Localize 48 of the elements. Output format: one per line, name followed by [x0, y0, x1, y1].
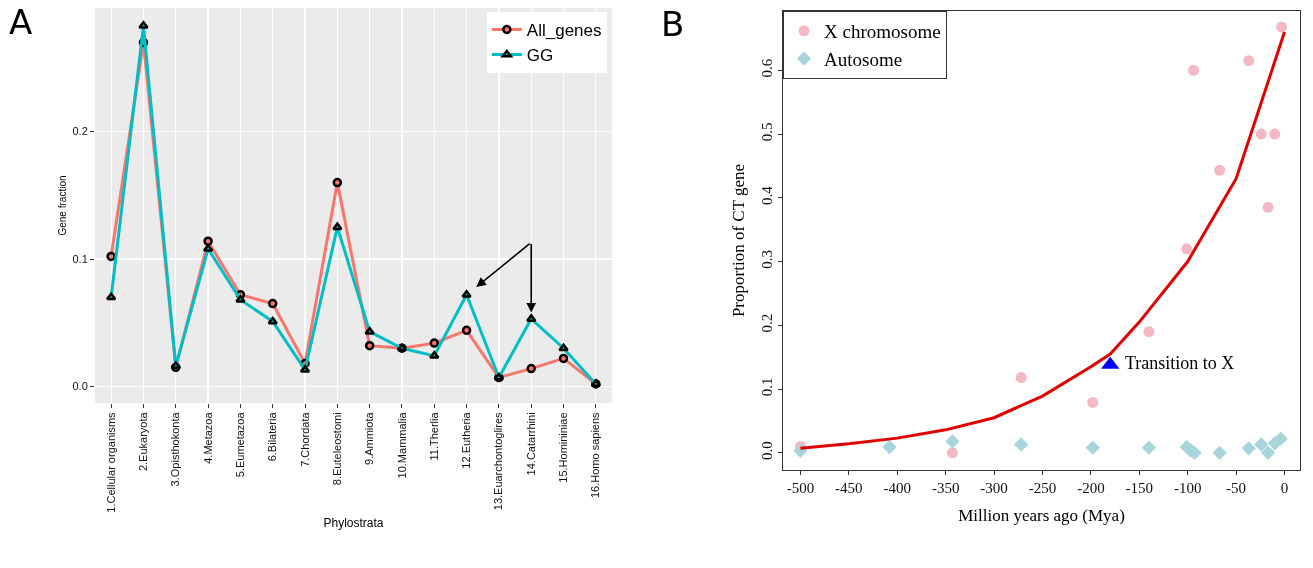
x-tick-label: 10.Mammalia [395, 411, 408, 479]
x-tick-label: 1.Cellular organisms [104, 411, 117, 513]
x-tick-label: 9.Ammiota [363, 411, 376, 465]
x-tick-label: -50 [1226, 480, 1247, 496]
y-tick-label: 0.3 [759, 249, 775, 269]
x-tick-label: 8.Euteleostomi [330, 412, 343, 486]
y-tick-label: 0.6 [759, 58, 775, 78]
y-tick-label: 0.4 [759, 185, 775, 205]
legend-label: X chromosome [824, 21, 941, 43]
text: B [661, 4, 685, 44]
x-tick-label: -400 [883, 480, 911, 496]
y-tick-label: 0.5 [759, 122, 775, 142]
x-tick-label: 2.Eukaryota [137, 411, 150, 472]
x-axis-title: Phylostrata [323, 515, 384, 530]
y-axis-title: Gene fraction [56, 175, 68, 236]
y-tick-label: 0.1 [759, 377, 775, 397]
x-tick-label: -150 [1125, 480, 1154, 496]
y-axis-title: Proportion of CT gene [728, 163, 748, 318]
x-tick-label: 15.Homininiae [557, 412, 570, 483]
legend-label: Autosome [824, 48, 903, 70]
x-tick-label: 5.Eumetazoa [233, 411, 246, 478]
y-tick-label: 0.1 [72, 252, 88, 265]
x-tick-label: -450 [835, 480, 863, 496]
x-tick-label: -300 [980, 480, 1008, 496]
y-tick-label: 0.2 [759, 313, 775, 333]
x-tick-label: -350 [931, 480, 960, 496]
annotation: Transition to X [1124, 353, 1235, 374]
x-tick-label: -250 [1028, 480, 1057, 496]
text: A [9, 2, 33, 42]
x-tick-label: 13.Euarchontoglires [492, 411, 505, 511]
x-tick-label: 6.Bilateria [266, 411, 279, 462]
x-tick-label: 16.Homo sapiens [589, 411, 602, 499]
legend-label: All_genes [526, 21, 602, 41]
x-tick-label: 4.Metazoa [201, 411, 214, 464]
x-tick-label: 7.Chordata [298, 411, 311, 467]
x-tick-label: 12.Eutheria [460, 411, 473, 469]
x-tick-label: -500 [786, 480, 815, 496]
x-tick-label: -100 [1173, 480, 1202, 496]
x-tick-label: -200 [1077, 480, 1105, 496]
y-tick-label: 0.2 [72, 125, 88, 138]
y-tick-label: 0.0 [72, 380, 88, 393]
x-tick-label: 11.Therlia [427, 411, 440, 461]
legend-label: GG [526, 46, 554, 66]
x-tick-label: 14.Catarrhini [524, 412, 537, 476]
x-tick-label: 3.Opisthokonta [169, 411, 182, 487]
y-tick-label: 0.0 [759, 441, 775, 460]
x-tick-label: 0 [1280, 480, 1289, 496]
x-axis-title: Million years ago (Mya) [958, 506, 1125, 526]
